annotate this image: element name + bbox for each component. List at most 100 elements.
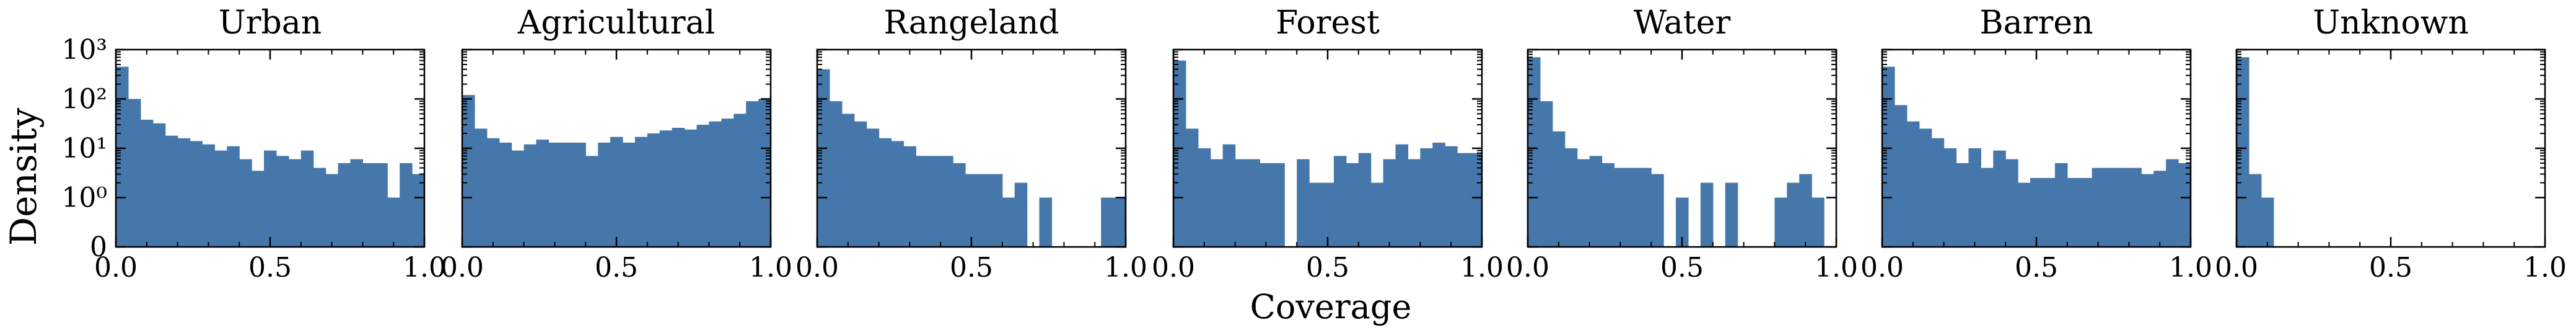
y-tick-label: 10⁰ — [61, 182, 107, 214]
histogram-bar — [1552, 131, 1566, 247]
histogram-bar — [1651, 174, 1664, 247]
histogram-bar — [734, 114, 747, 247]
histogram-bar — [2236, 57, 2250, 247]
histogram-bar — [610, 136, 623, 247]
histogram-bar — [165, 135, 178, 247]
histogram-bar — [1601, 163, 1615, 247]
panel-title: Forest — [1276, 4, 1380, 42]
panel-unknown: 0.0 0.5 1.0 Unknown — [2215, 4, 2567, 284]
histogram-bar — [338, 163, 351, 247]
x-tick-label: 0.5 — [2369, 252, 2412, 284]
x-axis-label: Coverage — [1250, 287, 1412, 326]
histogram-bar — [1113, 197, 1126, 247]
histogram-bar — [2104, 168, 2118, 247]
histogram-bar — [239, 159, 252, 247]
histogram-bar — [1943, 148, 1957, 247]
histogram-bar — [1235, 159, 1248, 247]
x-tick-label: 0.0 — [1152, 252, 1195, 284]
histogram-bar — [1981, 168, 1994, 247]
histogram-bar — [400, 163, 413, 247]
histogram-bar — [2030, 177, 2043, 247]
panel-agricultural: 0.0 0.5 1.0 Agricultural — [440, 4, 792, 284]
histogram-bar — [573, 142, 586, 247]
histogram-bar — [2248, 174, 2262, 247]
histogram-bar — [1222, 144, 1236, 247]
histogram-bar — [841, 114, 855, 247]
x-tick-label: 1.0 — [1815, 252, 1858, 284]
histogram-bar — [659, 130, 673, 247]
x-tick-label: 0.5 — [1660, 252, 1704, 284]
histogram-bar — [325, 174, 339, 247]
histogram-bar — [940, 156, 953, 247]
histogram-bar — [1564, 148, 1578, 247]
histogram-bar — [1101, 197, 1114, 247]
y-tick-label: 10¹ — [61, 133, 107, 164]
histogram-bar — [1812, 197, 1825, 247]
x-tick-label: 0.0 — [94, 252, 138, 284]
panel-title: Urban — [219, 4, 322, 42]
histogram-bar — [817, 69, 830, 247]
histogram-bar — [2079, 177, 2093, 247]
x-tick-label: 0.0 — [440, 252, 484, 284]
histogram-bar — [1700, 182, 1714, 247]
histogram-bar — [2178, 163, 2191, 247]
histogram-bar — [977, 174, 991, 247]
histogram-bar — [252, 171, 265, 247]
histogram-bar — [1614, 168, 1627, 247]
histogram-bar — [1333, 156, 1347, 247]
y-tick-label: 10² — [61, 84, 107, 115]
panel-title: Rangeland — [883, 4, 1059, 42]
histogram-bar — [536, 140, 550, 247]
y-axis-label: Density — [2, 107, 45, 246]
histogram-bar — [916, 156, 929, 247]
histogram-bar — [1321, 182, 1334, 247]
histogram-bar — [128, 99, 141, 247]
histogram-bar — [1906, 121, 1920, 247]
x-tick-label: 0.0 — [1860, 252, 1904, 284]
histogram-bar — [598, 142, 611, 247]
histogram-bar — [362, 163, 375, 247]
x-tick-label: 0.0 — [795, 252, 839, 284]
histogram-bar — [1247, 159, 1261, 247]
panel-forest: 0.0 0.5 1.0 Forest — [1152, 4, 1504, 284]
histogram-bar — [1528, 57, 1541, 247]
histogram-bar — [2153, 171, 2166, 247]
histogram-bar — [1470, 153, 1483, 247]
histogram-bar — [1540, 101, 1553, 247]
panel-barren: 0.0 0.5 1.0 Barren — [1860, 4, 2212, 284]
histogram-bar — [190, 141, 203, 247]
histogram-bar — [1799, 174, 1812, 247]
histogram-bar — [1185, 128, 1199, 247]
x-tick-label: 0.0 — [2215, 252, 2258, 284]
histogram-bar — [953, 163, 966, 247]
histogram-bar — [276, 156, 289, 247]
histogram-bar — [116, 66, 129, 247]
histogram-bar — [2129, 168, 2142, 247]
histogram-bar — [1589, 156, 1603, 247]
x-tick-label: 1.0 — [2523, 252, 2567, 284]
histogram-bar — [1968, 148, 1981, 247]
panel-title: Unknown — [2313, 4, 2469, 42]
x-tick-label: 1.0 — [749, 252, 792, 284]
histogram-bar — [486, 138, 500, 247]
histogram-bar — [1457, 153, 1470, 247]
histogram-bar — [202, 144, 215, 247]
histogram-bar — [1577, 159, 1590, 247]
histogram-bar — [462, 95, 475, 247]
histogram-bar — [1002, 197, 1015, 247]
histogram-bar — [2042, 177, 2056, 247]
histogram-bar — [511, 150, 525, 247]
histogram-bar — [1774, 197, 1787, 247]
y-tick-label: 0 — [90, 231, 107, 263]
histogram-bar — [524, 144, 537, 247]
histogram-bar — [903, 146, 916, 247]
histogram-bar — [1346, 163, 1359, 247]
histogram-bar — [214, 150, 227, 247]
histogram-bar — [1956, 163, 1969, 247]
histogram-bar — [1358, 153, 1372, 247]
histogram-bar — [989, 174, 1003, 247]
histogram-bar — [264, 150, 277, 247]
histogram-bar — [2005, 159, 2018, 247]
histogram-bar — [300, 150, 314, 247]
